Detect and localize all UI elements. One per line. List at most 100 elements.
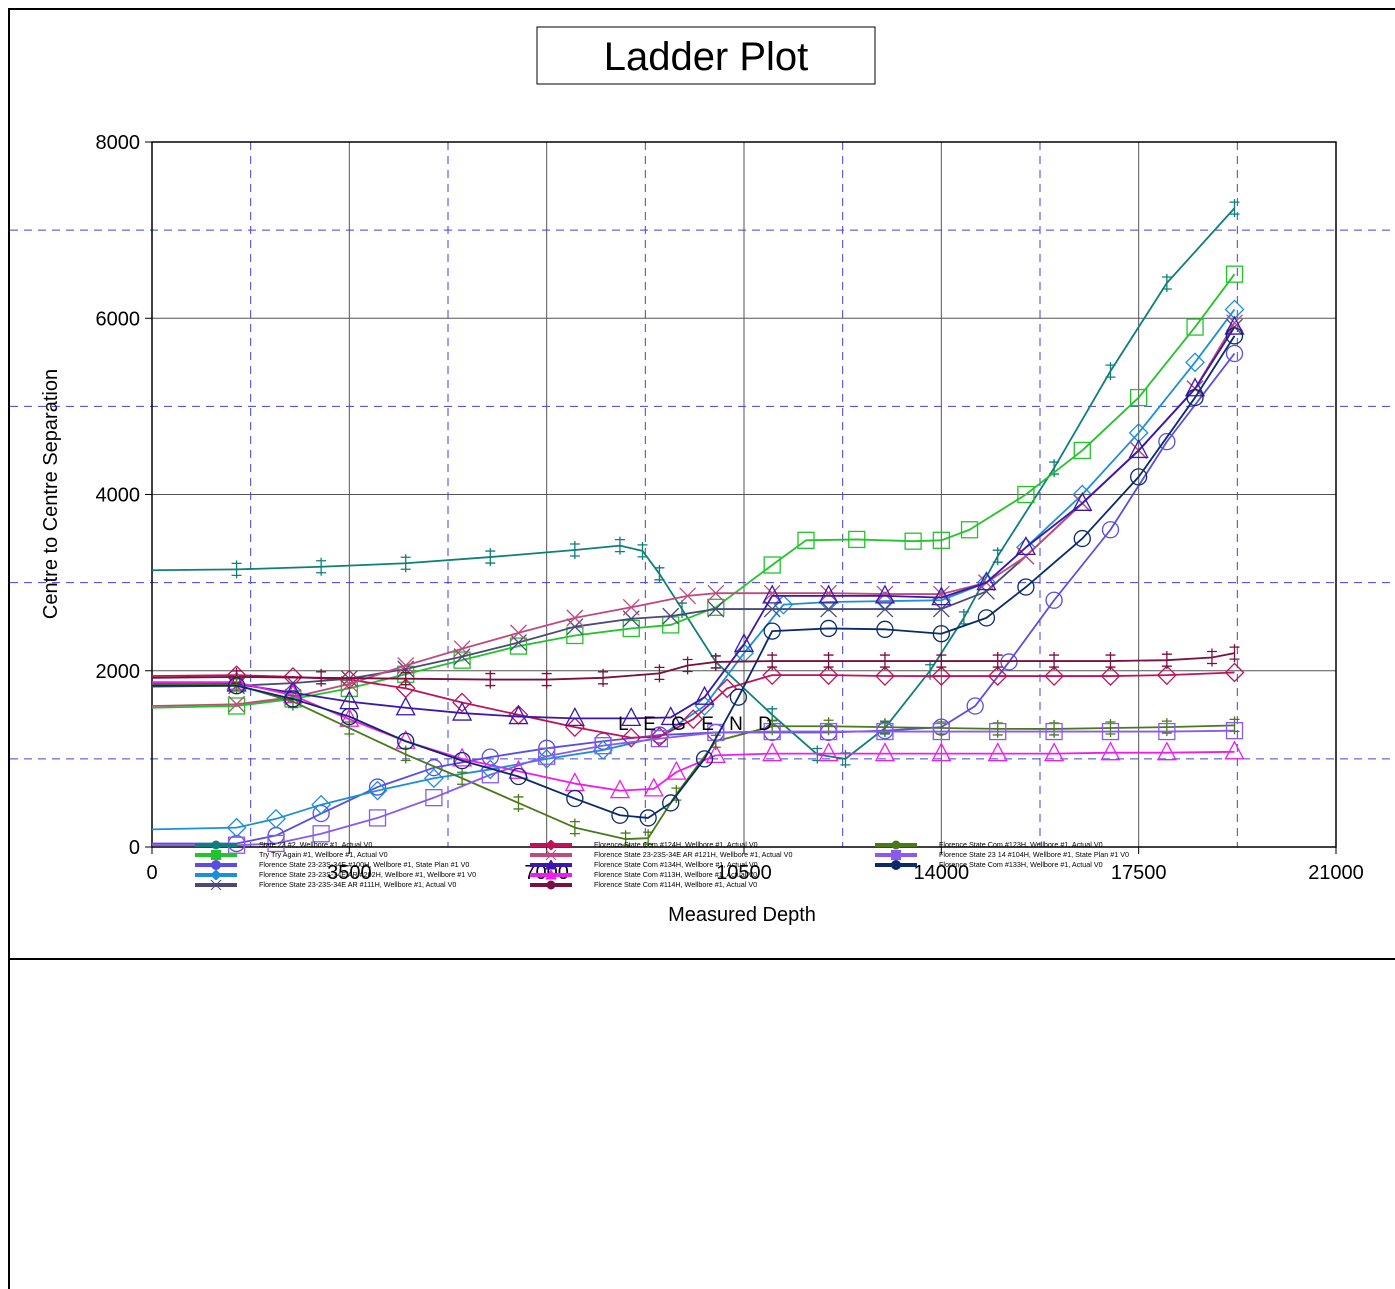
data-point xyxy=(1015,535,1036,556)
data-point xyxy=(598,668,609,687)
data-point xyxy=(879,718,890,737)
series-2 xyxy=(151,265,1244,715)
series-line xyxy=(151,683,1235,840)
data-point xyxy=(1105,652,1116,671)
data-point xyxy=(662,607,680,625)
data-point xyxy=(989,722,1007,741)
legend-swatch-marker xyxy=(891,860,901,870)
data-point xyxy=(1206,648,1217,667)
data-point xyxy=(1105,719,1116,738)
data-point xyxy=(569,541,580,560)
data-point xyxy=(936,719,947,738)
data-point xyxy=(797,531,815,549)
data-point xyxy=(508,705,529,725)
data-point xyxy=(823,652,834,671)
data-point xyxy=(397,732,415,750)
data-point xyxy=(707,600,725,618)
data-point xyxy=(1017,578,1035,596)
series-10 xyxy=(151,644,1240,689)
data-point xyxy=(1224,662,1245,683)
legend-swatch xyxy=(530,870,572,880)
legend-label: Florence State Com #133H, Wellbore #1, A… xyxy=(939,860,1103,869)
data-point xyxy=(485,548,496,567)
data-point xyxy=(510,624,527,642)
data-point xyxy=(710,732,721,751)
legend-label: Florence State 23-23S-34E AR #111H, Well… xyxy=(259,880,457,889)
x-tick-label: 14000 xyxy=(914,862,970,884)
data-point xyxy=(453,640,471,658)
data-point xyxy=(1017,485,1035,504)
data-point xyxy=(654,564,665,583)
data-point xyxy=(637,541,648,560)
data-point xyxy=(682,656,693,675)
data-point xyxy=(1224,315,1245,335)
plot-frame xyxy=(8,8,1395,960)
data-point xyxy=(762,742,783,762)
y-axis-label: Centre to Centre Separation xyxy=(40,369,62,619)
legend-swatch-marker xyxy=(545,840,557,850)
data-point xyxy=(1073,441,1091,460)
data-point xyxy=(707,598,725,616)
data-point xyxy=(931,742,952,762)
legend-swatch-marker xyxy=(210,870,222,880)
series-line xyxy=(152,729,1235,847)
data-point xyxy=(763,622,781,640)
data-point xyxy=(987,666,1008,686)
legend-swatch-marker xyxy=(211,860,221,870)
data-point xyxy=(931,586,952,606)
data-point xyxy=(227,677,246,695)
y-tick-label: 0 xyxy=(129,837,140,859)
data-point xyxy=(1225,327,1244,345)
data-point xyxy=(397,657,415,674)
data-point xyxy=(820,600,838,618)
data-point xyxy=(452,701,473,721)
data-point xyxy=(1049,652,1060,671)
y-tick-label: 4000 xyxy=(96,485,141,507)
x-tick-label: 10500 xyxy=(716,862,772,884)
legend-label: Florence State 23-23S-34E AR #121H, Well… xyxy=(594,850,793,859)
data-point xyxy=(621,727,642,748)
data-point xyxy=(936,652,947,671)
legend-frame-edge xyxy=(8,958,10,1289)
series-7 xyxy=(151,314,1243,713)
data-point xyxy=(614,536,625,555)
data-point xyxy=(876,722,894,741)
data-point xyxy=(611,806,629,824)
data-point xyxy=(762,665,783,686)
data-point xyxy=(992,547,1003,566)
legend-swatch xyxy=(195,840,237,850)
data-point xyxy=(763,584,781,602)
data-point xyxy=(767,652,778,671)
x-axis-label: Measured Depth xyxy=(668,904,816,926)
data-point xyxy=(679,587,697,605)
x-tick-label: 21000 xyxy=(1308,862,1364,884)
series-line xyxy=(151,207,1236,760)
data-point xyxy=(932,531,950,549)
data-point xyxy=(976,571,997,591)
data-point xyxy=(819,722,838,741)
data-point xyxy=(977,582,995,600)
data-point xyxy=(1161,718,1172,737)
data-point xyxy=(594,737,612,755)
data-point xyxy=(453,648,471,666)
legend-swatch-marker xyxy=(211,840,221,850)
data-point xyxy=(710,652,721,671)
data-point xyxy=(1225,265,1244,283)
legend-label: State 23 #2, Wellbore #1, Actual V0 xyxy=(259,840,373,849)
data-point xyxy=(1229,199,1240,218)
series-line xyxy=(151,273,1236,709)
data-point xyxy=(1224,740,1245,760)
y-tick-label: 2000 xyxy=(96,661,141,683)
data-point xyxy=(649,726,670,747)
data-point xyxy=(818,742,839,762)
data-point xyxy=(541,670,552,689)
series-line xyxy=(152,335,1236,819)
series-line xyxy=(152,326,1236,720)
data-point xyxy=(960,521,979,539)
data-point xyxy=(425,759,443,777)
data-point xyxy=(666,760,687,780)
data-point xyxy=(1225,722,1244,740)
data-point xyxy=(425,789,443,807)
x-tick-label: 0 xyxy=(146,862,157,884)
data-point xyxy=(538,747,556,765)
